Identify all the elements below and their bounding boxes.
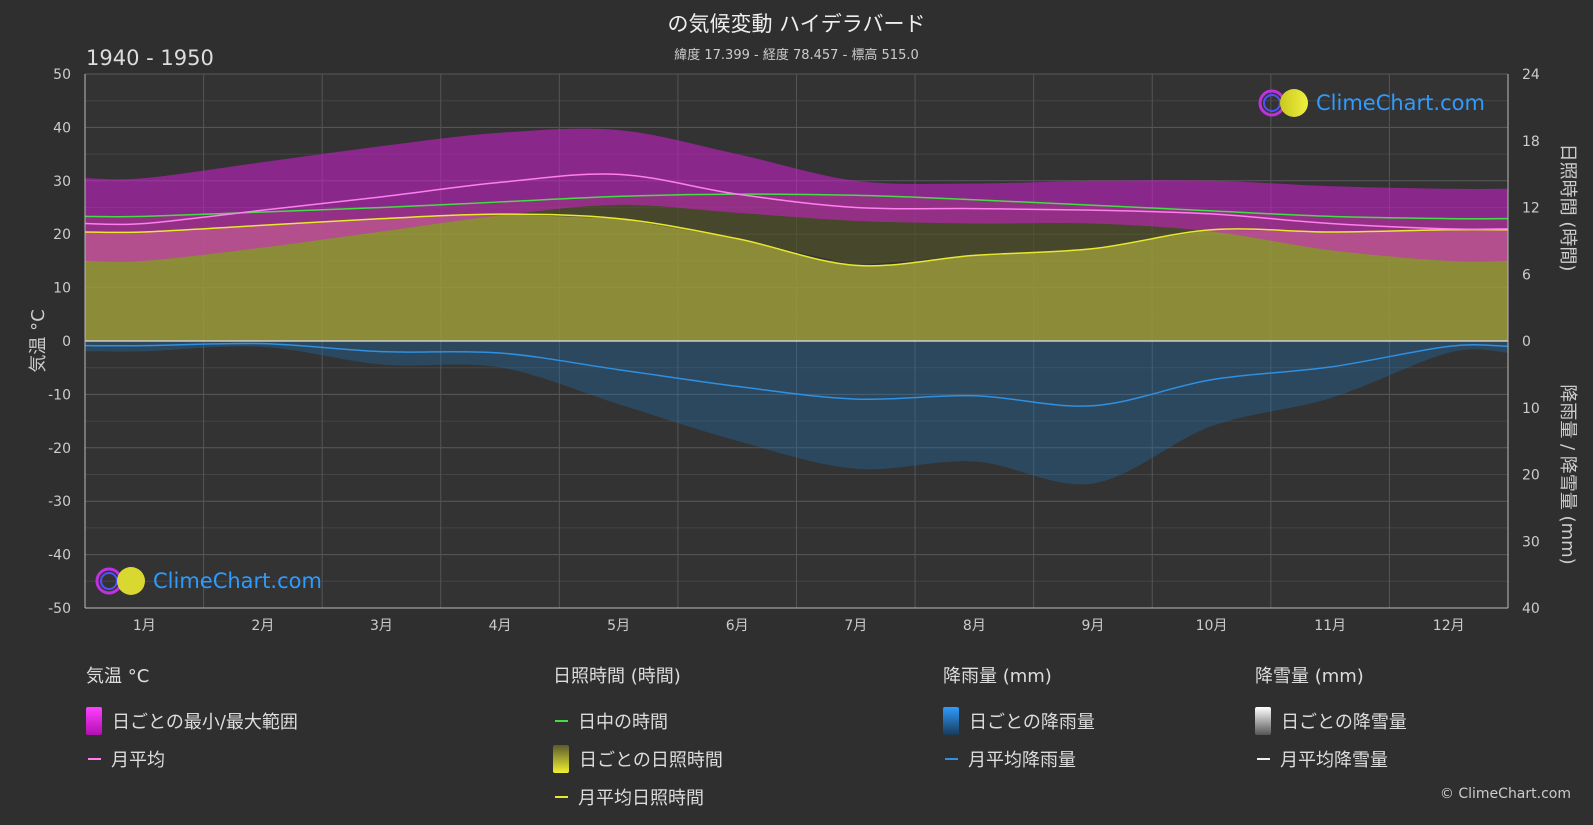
chart-lines xyxy=(84,173,1509,407)
left-tick-label: 0 xyxy=(62,334,71,350)
legend-item: 日ごとの降雪量 xyxy=(1255,702,1407,740)
right-top-tick-label: 0 xyxy=(1522,334,1531,350)
right-top-axis-title: 日照時間 (時間) xyxy=(1557,144,1578,272)
legend-title: 降雪量 (mm) xyxy=(1255,666,1364,687)
right-bottom-tick-label: 40 xyxy=(1522,601,1540,617)
legend-snow: 降雪量 (mm) 日ごとの降雪量 月平均降雪量 xyxy=(1255,662,1407,778)
climechart-logo-icon xyxy=(95,567,145,595)
legend-item: 日ごとの最小/最大範囲 xyxy=(86,702,298,740)
legend-label: 日ごとの最小/最大範囲 xyxy=(112,712,298,733)
sunshine-area xyxy=(85,214,1508,341)
right-bottom-tick-label: 10 xyxy=(1522,401,1540,417)
swatch-daylight xyxy=(555,720,568,722)
legend-label: 日ごとの降雪量 xyxy=(1281,712,1407,733)
right-top-tick-label: 12 xyxy=(1522,201,1540,217)
swatch-snow-daily xyxy=(1255,707,1271,735)
legend-label: 月平均降雨量 xyxy=(968,750,1076,771)
left-tick-label: -20 xyxy=(48,441,71,457)
left-tick-label: -30 xyxy=(48,494,71,510)
brand-logo-bottom: ClimeChart.com xyxy=(95,565,322,597)
brand-text: ClimeChart.com xyxy=(153,569,322,593)
legend-title: 日照時間 (時間) xyxy=(553,666,681,687)
month-label: 2月 xyxy=(251,618,274,634)
legend-title: 気温 °C xyxy=(86,666,150,687)
swatch-snow-avg xyxy=(1257,758,1270,760)
sunshine-avg-line xyxy=(84,213,1509,267)
month-label: 11月 xyxy=(1314,618,1346,634)
swatch-sunshine-daily xyxy=(553,745,569,773)
rain-area xyxy=(85,341,1508,485)
legend-rain: 降雨量 (mm) 日ごとの降雨量 月平均降雨量 xyxy=(943,662,1095,778)
swatch-rain-daily xyxy=(943,707,959,735)
legend-item: 日ごとの日照時間 xyxy=(553,740,723,778)
legend-item: 月平均降雨量 xyxy=(943,740,1095,778)
legend-item: 日ごとの降雨量 xyxy=(943,702,1095,740)
month-label: 4月 xyxy=(489,618,512,634)
month-label: 1月 xyxy=(133,618,156,634)
legend-item: 月平均降雪量 xyxy=(1255,740,1407,778)
legend-label: 日ごとの日照時間 xyxy=(579,750,723,771)
chart-title: の気候変動 ハイデラバード xyxy=(667,12,926,36)
brand-text: ClimeChart.com xyxy=(1316,91,1485,115)
left-tick-label: 30 xyxy=(53,174,71,190)
rain-avg-line xyxy=(84,342,1509,407)
legend-label: 月平均日照時間 xyxy=(578,788,704,809)
legend-label: 月平均降雪量 xyxy=(1280,750,1388,771)
climechart-logo-icon xyxy=(1258,89,1308,117)
temp-range-band xyxy=(85,128,1508,262)
legend-sunshine: 日照時間 (時間) 日中の時間 日ごとの日照時間 月平均日照時間 xyxy=(553,662,723,816)
left-tick-label: -40 xyxy=(48,548,71,564)
left-tick-label: 50 xyxy=(53,67,71,83)
left-tick-label: -10 xyxy=(48,387,71,403)
chart-subtitle: 緯度 17.399 - 経度 78.457 - 標高 515.0 xyxy=(674,48,919,63)
right-bottom-tick-label: 30 xyxy=(1522,534,1540,550)
month-label: 9月 xyxy=(1081,618,1104,634)
left-tick-label: 10 xyxy=(53,281,71,297)
chart-bands xyxy=(85,128,1508,485)
right-bottom-axis-title: 降雨量 / 降雪量 (mm) xyxy=(1557,384,1578,564)
left-axis-title: 気温 °C xyxy=(28,309,49,372)
swatch-temp-range xyxy=(86,707,102,735)
copyright: © ClimeChart.com xyxy=(1439,786,1571,802)
month-label: 12月 xyxy=(1433,618,1465,634)
right-top-tick-label: 6 xyxy=(1522,267,1531,283)
swatch-temp-avg xyxy=(88,758,101,760)
legend-item: 月平均 xyxy=(86,740,298,778)
right-bottom-tick-label: 20 xyxy=(1522,468,1540,484)
month-label: 3月 xyxy=(370,618,393,634)
legend-title: 降雨量 (mm) xyxy=(943,666,1052,687)
legend-item: 日中の時間 xyxy=(553,702,723,740)
swatch-rain-avg xyxy=(945,758,958,760)
right-top-tick-label: 18 xyxy=(1522,134,1540,150)
daylight-line xyxy=(84,193,1509,220)
legend-item: 月平均日照時間 xyxy=(553,778,723,816)
month-label: 6月 xyxy=(726,618,749,634)
month-label: 10月 xyxy=(1196,618,1228,634)
left-tick-label: -50 xyxy=(48,601,71,617)
climate-chart: 50 40 30 20 10 0 -10 -20 -30 -40 -50 24 18 12 6 0 10 20 30… xyxy=(28,67,1578,634)
right-top-tick-label: 24 xyxy=(1522,67,1540,83)
chart-labels: 50 40 30 20 10 0 -10 -20 -30 -40 -50 24 18 12 6 0 10 20 30… xyxy=(28,67,1578,634)
month-label: 5月 xyxy=(607,618,630,634)
brand-logo-top: ClimeChart.com xyxy=(1258,87,1485,119)
left-tick-label: 40 xyxy=(53,120,71,136)
chart-axes xyxy=(84,74,1509,609)
legend-temperature: 気温 °C 日ごとの最小/最大範囲 月平均 xyxy=(86,662,298,778)
swatch-sunshine-avg xyxy=(555,796,568,798)
month-label: 7月 xyxy=(844,618,867,634)
period-label: 1940 - 1950 xyxy=(86,46,214,70)
legend-label: 日中の時間 xyxy=(578,712,668,733)
legend-label: 日ごとの降雨量 xyxy=(969,712,1095,733)
left-tick-label: 20 xyxy=(53,227,71,243)
month-label: 8月 xyxy=(963,618,986,634)
temp-avg-line xyxy=(84,173,1509,231)
legend-label: 月平均 xyxy=(111,750,165,771)
